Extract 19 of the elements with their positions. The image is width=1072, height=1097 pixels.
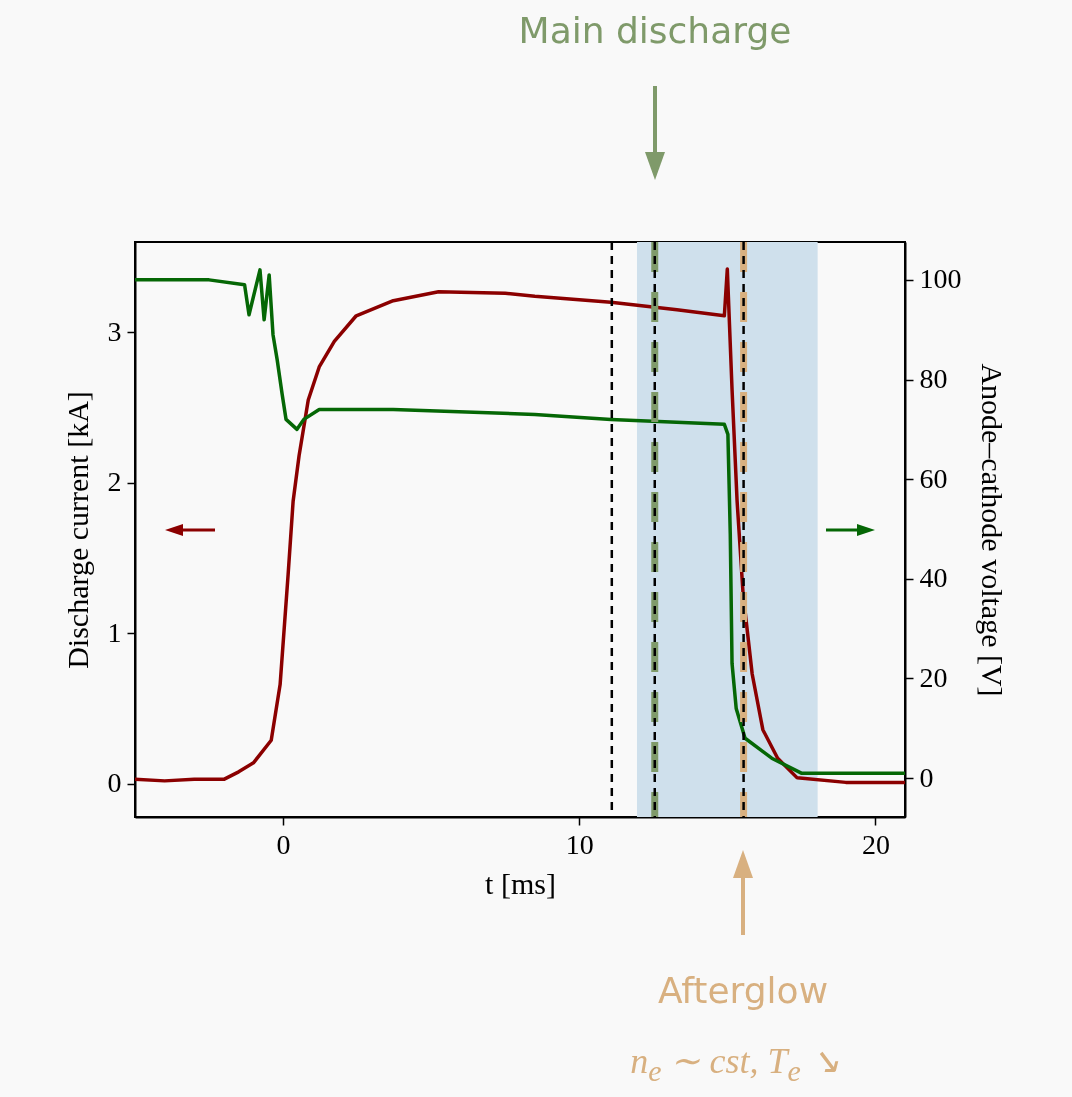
- x-tick-label: 0: [276, 828, 291, 860]
- y2-tick-label: 100: [919, 263, 962, 295]
- text: n$_{e}$ ∼ cst, T$_{e}$ ↘: [630, 1040, 840, 1089]
- y-tick-label: 0: [107, 767, 122, 799]
- y2-tick-label: 60: [919, 462, 948, 494]
- y-tick-label: 2: [107, 466, 122, 498]
- x-tick-label: 10: [565, 828, 594, 860]
- y-tick-label: 1: [107, 616, 122, 648]
- y-axis-title: Discharge current [kA]: [60, 391, 94, 669]
- text: Main discharge: [518, 10, 792, 51]
- y-tick-label: 3: [107, 315, 122, 347]
- x-tick-label: 20: [861, 828, 890, 860]
- y2-axis-title: Anode–cathode voltage [V]: [975, 363, 1009, 697]
- text: Afterglow: [657, 970, 829, 1011]
- y2-tick-label: 80: [919, 363, 948, 395]
- x-axis-title: t [ms]: [485, 866, 556, 900]
- y2-tick-label: 0: [919, 761, 934, 793]
- y2-tick-label: 40: [919, 562, 948, 594]
- y2-tick-label: 20: [919, 661, 948, 693]
